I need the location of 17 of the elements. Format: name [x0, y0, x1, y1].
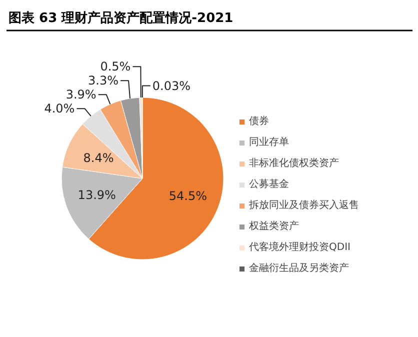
- data-label: 0.5%: [100, 60, 131, 74]
- data-label: 4.0%: [44, 102, 75, 116]
- data-label: 54.5%: [168, 188, 207, 203]
- data-label: 13.9%: [78, 188, 116, 202]
- legend-label: 非标准化债权类资产: [249, 156, 339, 170]
- chart-title: 图表 63 理财产品资产配置情况-2021: [8, 10, 234, 26]
- legend-label: 拆放同业及债券买入返售: [249, 198, 359, 212]
- legend-label: 公募基金: [249, 178, 289, 191]
- data-label: 0.03%: [152, 78, 191, 93]
- data-label: 3.9%: [66, 88, 96, 102]
- data-label: 8.4%: [83, 150, 114, 165]
- legend-label: 同业存单: [249, 136, 289, 149]
- legend-label: 金融衍生品及另类资产: [249, 262, 349, 275]
- legend-label: 权益类资产: [249, 220, 299, 233]
- legend-label: 代客境外理财投资QDII: [249, 240, 350, 254]
- legend-label: 债券: [249, 114, 269, 128]
- data-label: 3.3%: [88, 74, 119, 88]
